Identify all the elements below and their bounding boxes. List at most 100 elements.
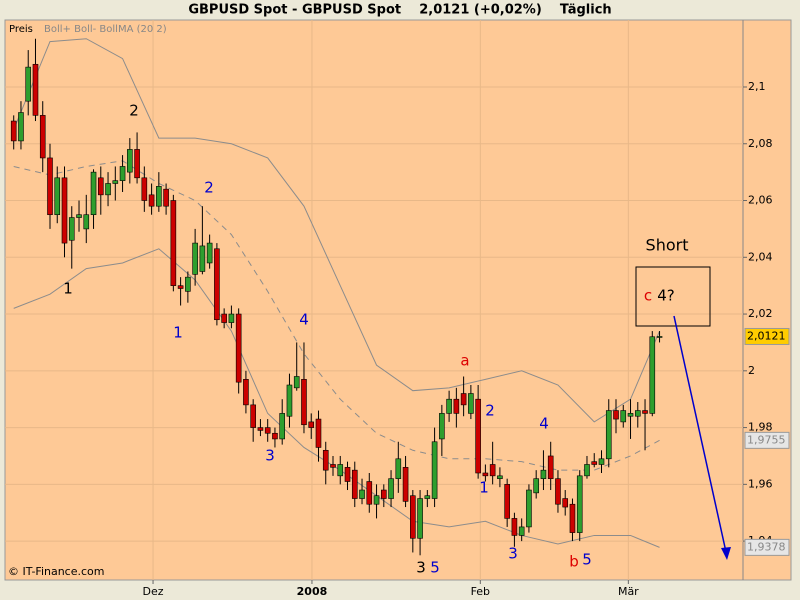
candle-body	[344, 467, 351, 482]
price-tag-label: 2,0121	[747, 329, 786, 342]
candle-body	[47, 157, 53, 216]
candle-body	[127, 149, 133, 173]
candle-body	[221, 313, 227, 323]
wave-label: 2	[129, 102, 139, 120]
candle-body	[134, 149, 140, 179]
wave-label: a	[460, 352, 469, 370]
candle-body	[206, 242, 213, 264]
arrow-shaft	[673, 315, 727, 553]
wave-label: 2	[204, 179, 214, 197]
candle-body	[119, 166, 126, 181]
candle-body	[482, 472, 489, 477]
wave-label: 2	[485, 402, 495, 420]
y-tick-label: 2,02	[748, 307, 773, 320]
candle-body	[656, 336, 663, 338]
candle-body	[584, 464, 590, 477]
candle-body	[286, 384, 293, 417]
candle-body	[112, 180, 119, 184]
candle-body	[547, 455, 554, 479]
wave-label: 3	[416, 559, 426, 577]
wave-label: Short	[646, 236, 689, 255]
y-tick-label: 2,04	[748, 250, 773, 263]
candle-body	[373, 495, 380, 505]
wave-label: b	[569, 553, 579, 571]
candle-body	[598, 458, 605, 465]
candle-body	[54, 177, 61, 216]
candle-body	[177, 285, 184, 289]
candle-body	[359, 489, 365, 499]
candle-body	[439, 413, 445, 440]
candle-body	[170, 200, 177, 286]
candle-body	[301, 379, 307, 426]
candle-body	[380, 489, 387, 499]
signal-box	[635, 266, 711, 327]
candle-body	[272, 432, 278, 440]
candle-body	[453, 398, 460, 414]
x-tick-label: Dez	[143, 585, 164, 598]
candle-body	[497, 475, 503, 479]
wave-label: 4	[539, 415, 549, 433]
candle-body	[199, 245, 206, 272]
candle-body	[402, 467, 409, 502]
wave-label: 1	[479, 479, 489, 497]
candle-body	[156, 186, 162, 207]
candle-body	[569, 503, 576, 533]
candle-body	[518, 526, 525, 536]
chart-title: GBPUSD Spot - GBPUSD Spot 2,0121 (+0,02%…	[188, 3, 611, 18]
candle-body	[351, 469, 358, 499]
candle-body	[475, 398, 481, 474]
candle-body	[185, 276, 191, 292]
y-tick-label: 2	[748, 364, 755, 377]
x-tick-label: 2008	[297, 585, 328, 598]
y-tick-label: 2,1	[748, 80, 766, 93]
candle-body	[634, 410, 641, 417]
candle-body	[257, 427, 264, 431]
y-tick-label: 2,08	[748, 137, 773, 150]
price-tag	[744, 431, 790, 449]
candle-body	[243, 379, 249, 406]
candle-body	[163, 188, 169, 207]
candle-body	[417, 498, 423, 539]
source: © IT-Finance.com	[8, 565, 105, 578]
candle-body	[337, 464, 344, 477]
candle-body	[410, 495, 416, 539]
wave-label: 1	[173, 324, 183, 342]
candle-body	[308, 421, 315, 428]
candle-body	[489, 464, 496, 477]
candle-body	[424, 495, 431, 499]
wave-label: 4	[299, 311, 309, 329]
candle-body	[192, 242, 198, 275]
x-tick-label: Feb	[471, 585, 490, 598]
candle-body	[148, 194, 155, 207]
candle-body	[446, 398, 452, 414]
candle-body	[61, 177, 68, 244]
candle-body	[250, 404, 256, 428]
candle-body	[293, 376, 300, 389]
candle-body	[18, 112, 24, 142]
candle-body	[613, 410, 619, 420]
candle-body	[468, 393, 474, 414]
candle-body	[540, 469, 547, 479]
wave-label: 3	[265, 447, 275, 465]
candle-body	[627, 413, 634, 417]
price-tag-label: 1,9755	[747, 433, 786, 446]
candle-body	[511, 518, 518, 536]
candle-body	[431, 441, 438, 499]
candle-body	[395, 458, 402, 479]
candle-body	[591, 461, 598, 465]
price-tag-label: 1,9378	[747, 540, 786, 553]
wave-label: c	[644, 287, 652, 305]
candle-body	[605, 410, 612, 460]
y-tick-label: 2,06	[748, 194, 773, 207]
candle-body	[330, 464, 336, 468]
y-label: Preis	[9, 24, 33, 35]
candle-body	[620, 410, 627, 423]
candle-body	[279, 413, 286, 440]
x-tick-label: Mär	[618, 585, 639, 598]
candle-body	[39, 115, 46, 159]
wave-label: 5	[582, 551, 592, 569]
candle-body	[576, 475, 583, 533]
candle-body	[83, 214, 90, 230]
arrow-head	[721, 547, 731, 560]
